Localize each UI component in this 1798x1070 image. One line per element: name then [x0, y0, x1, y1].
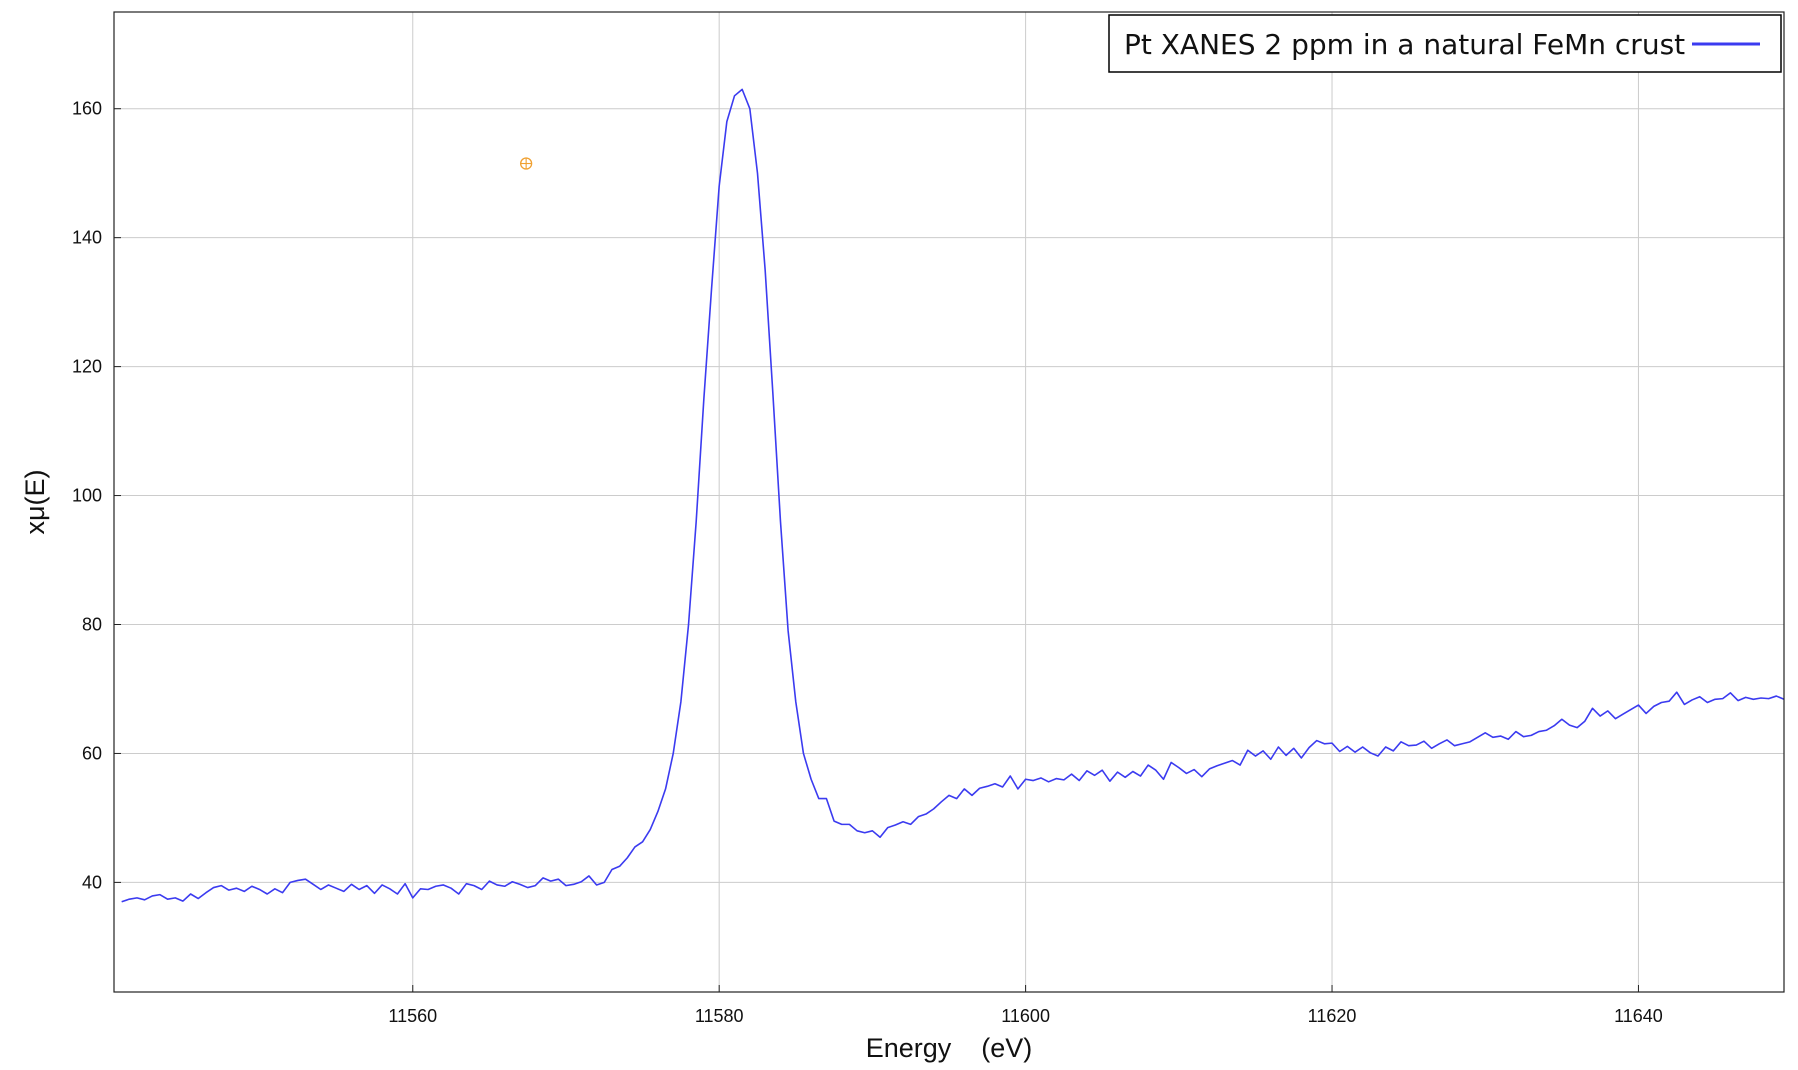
legend-label: Pt XANES 2 ppm in a natural FeMn crust [1124, 28, 1685, 61]
series-layer [121, 88, 1785, 903]
x-tick-label: 11580 [695, 1006, 744, 1026]
legend-box [1108, 14, 1782, 73]
cursor-marker [519, 157, 533, 170]
x-tick-label: 11640 [1614, 1006, 1663, 1026]
y-tick-label: 60 [82, 743, 102, 763]
y-tick-label: 80 [82, 615, 102, 635]
legend: Pt XANES 2 ppm in a natural FeMn crust [1108, 14, 1782, 73]
y-tick-label: 120 [72, 357, 102, 377]
y-tick-label: 40 [82, 872, 102, 892]
x-axis-title: Energy (eV) [866, 1033, 1033, 1063]
x-tick-label: 11560 [388, 1006, 437, 1026]
x-tick-labels: 11560 11580 11600 11620 11640 [388, 1006, 1662, 1026]
y-tick-label: 100 [72, 486, 102, 506]
y-tick-labels: 40 60 80 100 120 140 160 [72, 99, 102, 893]
y-tick-label: 140 [72, 228, 102, 248]
y-axis-title: xμ(E) [20, 469, 50, 534]
x-tick-label: 11600 [1001, 1006, 1050, 1026]
y-tick-label: 160 [72, 99, 102, 119]
grid [114, 12, 1784, 992]
plot-frame [113, 11, 1785, 993]
series-line [121, 88, 1785, 903]
x-tick-label: 11620 [1308, 1006, 1357, 1026]
